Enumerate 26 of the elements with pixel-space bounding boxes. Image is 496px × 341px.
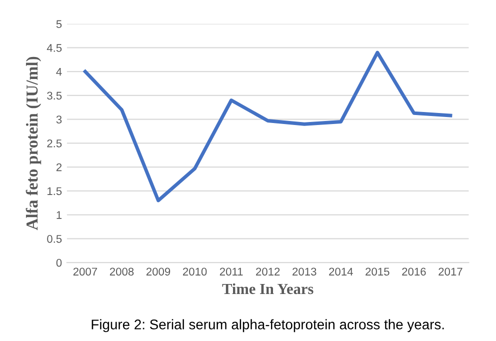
y-tick-label: 2.5 — [47, 139, 62, 148]
x-tick-label: 2007 — [73, 268, 98, 276]
x-tick-label: 2015 — [366, 268, 390, 276]
line-series — [83, 50, 452, 202]
x-tick-label: 2009 — [146, 268, 170, 276]
x-tick-label: 2013 — [292, 268, 316, 276]
x-tick-label: 2010 — [182, 268, 207, 276]
x-tick-label: 2017 — [438, 268, 462, 276]
x-axis-title: Time In Years — [222, 283, 314, 294]
y-tick-label: 4 — [56, 68, 62, 76]
y-tick-label: 1 — [56, 211, 62, 219]
x-tick-label: 2014 — [329, 268, 353, 276]
y-tick-label: 0 — [56, 258, 62, 267]
x-tick-label: 2011 — [220, 268, 243, 276]
y-tick-label: 3 — [56, 116, 62, 124]
y-tick-label: 2 — [56, 163, 62, 172]
y-tick-label: 1.5 — [48, 187, 62, 196]
y-tick-label: 5 — [56, 20, 62, 28]
y-axis-title: Alfa feto protein (IU/ml) — [26, 56, 42, 230]
y-tick-label: 0.5 — [47, 234, 62, 243]
x-tick-label: 2008 — [110, 268, 134, 276]
x-tick-label: 2012 — [256, 268, 280, 276]
caption: Figure 2: Serial serum alpha-fetoprotein across the years. — [92, 319, 444, 332]
y-tick-label: 3.5 — [47, 92, 62, 100]
y-tick-label: 4.5 — [46, 44, 62, 52]
x-tick-label: 2016 — [402, 268, 426, 276]
